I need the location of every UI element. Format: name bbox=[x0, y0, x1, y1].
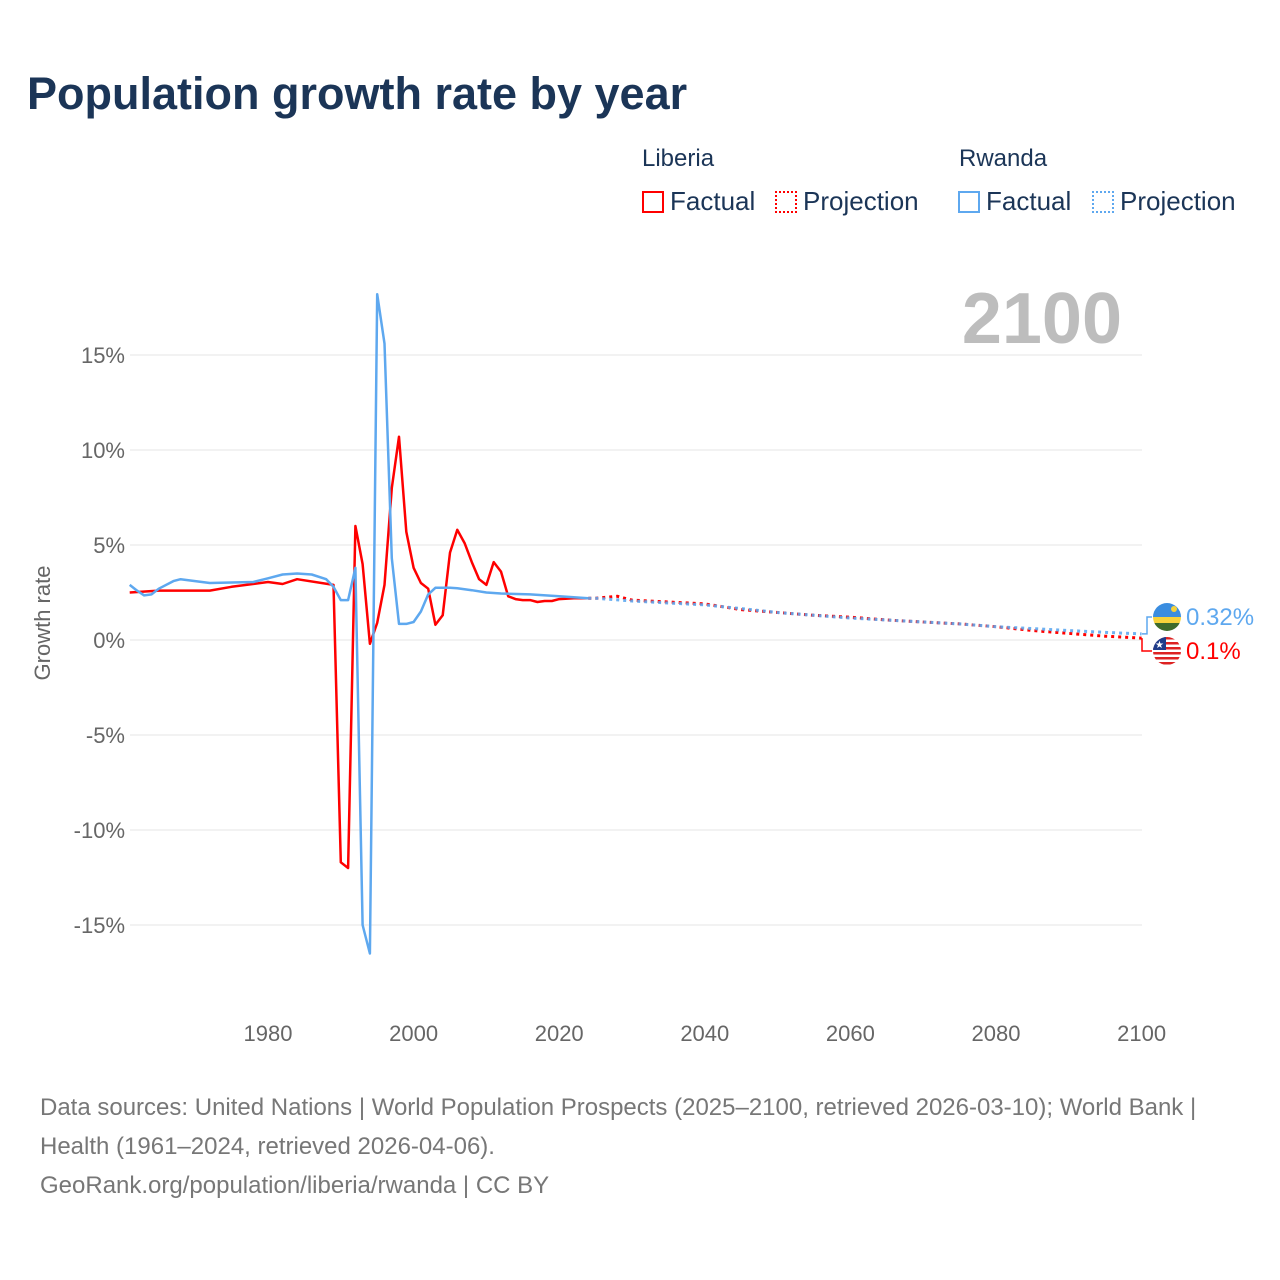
y-tick-label: -5% bbox=[86, 723, 125, 748]
series-rwanda-factual bbox=[128, 292, 589, 955]
legend-group-rwanda: Rwanda bbox=[959, 145, 1048, 172]
chart-title: Population growth rate by year bbox=[27, 68, 688, 119]
x-tick-label: 2080 bbox=[972, 1021, 1021, 1046]
y-axis-label: Growth rate bbox=[30, 566, 55, 681]
rwanda-flag-icon bbox=[1153, 603, 1181, 631]
legend-swatch bbox=[1092, 190, 1114, 213]
x-tick-label: 1980 bbox=[244, 1021, 293, 1046]
liberia-end-value: 0.1% bbox=[1186, 638, 1241, 665]
x-tick-label: 2020 bbox=[535, 1021, 584, 1046]
legend-rwanda-factual[interactable]: Factual bbox=[958, 186, 1071, 217]
y-tick-label: 15% bbox=[81, 343, 125, 368]
legend-swatch bbox=[775, 190, 797, 213]
current-year-label: 2100 bbox=[961, 279, 1122, 359]
liberia-flag-icon: ★ bbox=[1153, 637, 1181, 665]
legend-group-liberia: Liberia bbox=[642, 145, 715, 172]
legend-label: Projection bbox=[803, 186, 919, 216]
legend-label: Factual bbox=[670, 186, 756, 216]
series-rwanda-projection bbox=[588, 596, 1142, 636]
series-liberia-factual bbox=[129, 435, 589, 870]
legend-label: Projection bbox=[1120, 186, 1236, 216]
series-liberia-projection bbox=[588, 594, 1142, 640]
connector bbox=[1141, 638, 1152, 652]
footer: Data sources: United Nations | World Pop… bbox=[40, 1088, 1240, 1205]
y-tick-label: -10% bbox=[74, 818, 125, 843]
legend-liberia-factual[interactable]: Factual bbox=[642, 186, 755, 217]
x-tick-label: 2100 bbox=[1117, 1021, 1166, 1046]
legend-rwanda-projection[interactable]: Projection bbox=[1092, 186, 1236, 217]
x-tick-label: 2040 bbox=[680, 1021, 729, 1046]
connector bbox=[1142, 616, 1152, 635]
legend-liberia-projection[interactable]: Projection bbox=[775, 186, 919, 217]
y-tick-label: 5% bbox=[93, 533, 125, 558]
y-tick-label: 10% bbox=[81, 438, 125, 463]
legend-swatch bbox=[642, 190, 664, 213]
rwanda-end-value: 0.32% bbox=[1186, 604, 1254, 631]
svg-text:★: ★ bbox=[1155, 640, 1164, 651]
data-sources: Data sources: United Nations | World Pop… bbox=[40, 1094, 1197, 1160]
legend-swatch bbox=[958, 190, 980, 213]
legend-label: Factual bbox=[986, 186, 1072, 216]
x-tick-label: 2000 bbox=[389, 1021, 438, 1046]
x-tick-label: 2060 bbox=[826, 1021, 875, 1046]
y-tick-label: -15% bbox=[74, 913, 125, 938]
source-link[interactable]: GeoRank.org/population/liberia/rwanda | … bbox=[40, 1172, 550, 1199]
y-tick-label: 0% bbox=[93, 628, 125, 653]
